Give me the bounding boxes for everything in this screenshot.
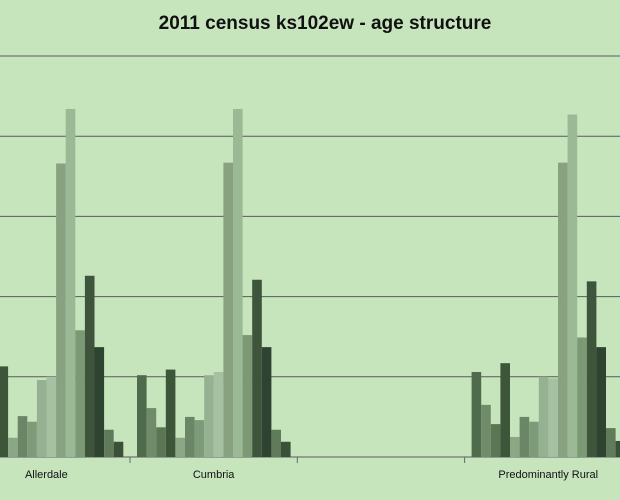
bar [242,335,253,457]
bar [577,337,587,457]
bar [146,408,157,457]
bar [165,369,176,457]
bar [558,162,568,457]
bar [113,441,124,457]
bar [194,420,205,457]
bar [500,363,510,457]
x-tick-label: Predominantly Rural [498,469,598,481]
bar [223,162,233,457]
bar [271,429,281,457]
bar [567,114,578,458]
bar [46,376,57,457]
bar [56,163,66,457]
bar [481,404,491,457]
bar [261,347,272,457]
bar [27,421,37,457]
bar [586,281,597,457]
bar [204,375,214,457]
bar [175,437,185,457]
bar [252,279,262,457]
x-tick-label: Cumbria [193,469,235,481]
bar [0,366,9,457]
bar [471,371,482,457]
bar [8,437,18,457]
bar [538,376,549,457]
bar [281,441,291,457]
bar [606,428,616,457]
bar [36,380,47,457]
bar [510,436,520,457]
bar [615,440,620,457]
bar [529,421,539,457]
bar [17,416,28,457]
chart-title: 2011 census ks102ew - age structure [159,13,492,34]
bar [156,427,166,457]
bar [490,424,501,457]
bar [548,378,558,457]
bar [233,108,243,457]
bar [519,416,530,457]
bar [596,347,606,457]
bar [137,375,147,457]
bar [185,416,195,457]
bar [94,347,105,457]
bar [65,108,76,457]
bar [213,371,224,457]
bar [104,429,114,457]
x-tick-label: Allerdale [25,469,68,481]
bar [75,330,85,457]
bar [84,275,95,457]
